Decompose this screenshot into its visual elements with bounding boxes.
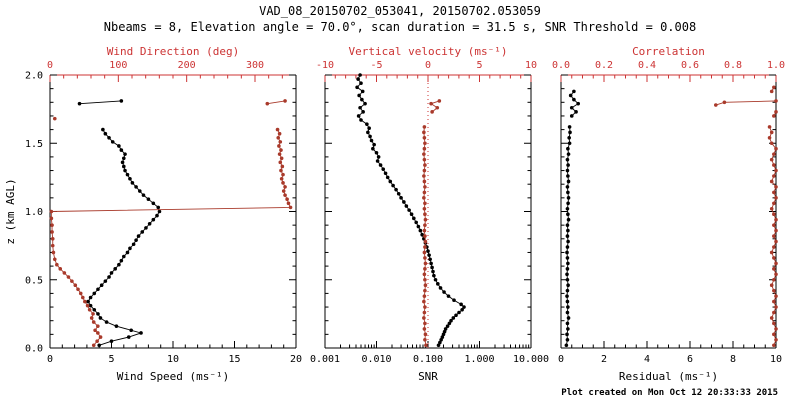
plot-title: VAD_08_20150702_053041, 20150702.053059 (259, 4, 541, 18)
svg-text:5: 5 (476, 60, 482, 71)
svg-text:5: 5 (108, 354, 114, 365)
snr-panel: 0.001 0.010 0.100 1.000 10.000 SNR -10 -5 0 5 10 Ve… (310, 45, 549, 383)
svg-text:Wind Speed (ms⁻¹): Wind Speed (ms⁻¹) (117, 370, 230, 383)
svg-text:Correlation: Correlation (632, 45, 705, 58)
svg-text:0: 0 (47, 354, 53, 365)
svg-text:0: 0 (47, 60, 53, 71)
svg-text:10: 10 (525, 60, 537, 71)
svg-text:6: 6 (687, 354, 693, 365)
svg-text:0.001: 0.001 (310, 354, 340, 365)
svg-text:20: 20 (290, 354, 302, 365)
svg-text:0.5: 0.5 (25, 275, 43, 286)
svg-text:-5: -5 (370, 60, 382, 71)
svg-text:Residual (ms⁻¹): Residual (ms⁻¹) (619, 370, 718, 383)
svg-text:0: 0 (425, 60, 431, 71)
svg-text:300: 300 (246, 60, 264, 71)
svg-text:10: 10 (167, 354, 179, 365)
svg-text:Wind Direction (deg): Wind Direction (deg) (107, 45, 239, 58)
svg-text:10: 10 (770, 354, 782, 365)
svg-text:2.0: 2.0 (25, 71, 43, 82)
svg-text:0.100: 0.100 (413, 354, 443, 365)
svg-text:100: 100 (109, 60, 127, 71)
svg-text:0.010: 0.010 (361, 354, 391, 365)
svg-text:0.6: 0.6 (681, 60, 699, 71)
residual-panel: 0 2 4 6 8 10 Residual (ms⁻¹) 0.0 0.2 0.4 0.6 0.8 1.0… (552, 45, 785, 383)
svg-text:0.2: 0.2 (595, 60, 613, 71)
svg-text:Vertical velocity (ms⁻¹): Vertical velocity (ms⁻¹) (349, 45, 508, 58)
creation-timestamp: Plot created on Mon Oct 12 20:33:33 2015 (561, 388, 778, 398)
plot-subtitle: Nbeams = 8, Elevation angle = 70.0°, sca… (103, 20, 697, 34)
svg-text:1.0: 1.0 (767, 60, 785, 71)
svg-text:0.4: 0.4 (638, 60, 656, 71)
svg-text:0.0: 0.0 (552, 60, 570, 71)
wind-panel: 0 5 10 15 20 Wind Speed (ms⁻¹) 0 100 200 300 Wind … (4, 45, 302, 383)
svg-text:1.0: 1.0 (25, 207, 43, 218)
svg-text:15: 15 (228, 354, 240, 365)
svg-text:1.000: 1.000 (464, 354, 494, 365)
svg-text:-10: -10 (316, 60, 334, 71)
svg-text:z (km AGL): z (km AGL) (4, 178, 17, 244)
svg-text:10.000: 10.000 (513, 354, 549, 365)
svg-text:4: 4 (644, 354, 650, 365)
svg-text:0.8: 0.8 (724, 60, 742, 71)
svg-text:2: 2 (601, 354, 607, 365)
svg-text:0.0: 0.0 (25, 344, 43, 355)
svg-text:200: 200 (178, 60, 196, 71)
svg-text:8: 8 (730, 354, 736, 365)
svg-text:1.5: 1.5 (25, 139, 43, 150)
svg-text:0: 0 (558, 354, 564, 365)
svg-text:SNR: SNR (418, 370, 438, 383)
